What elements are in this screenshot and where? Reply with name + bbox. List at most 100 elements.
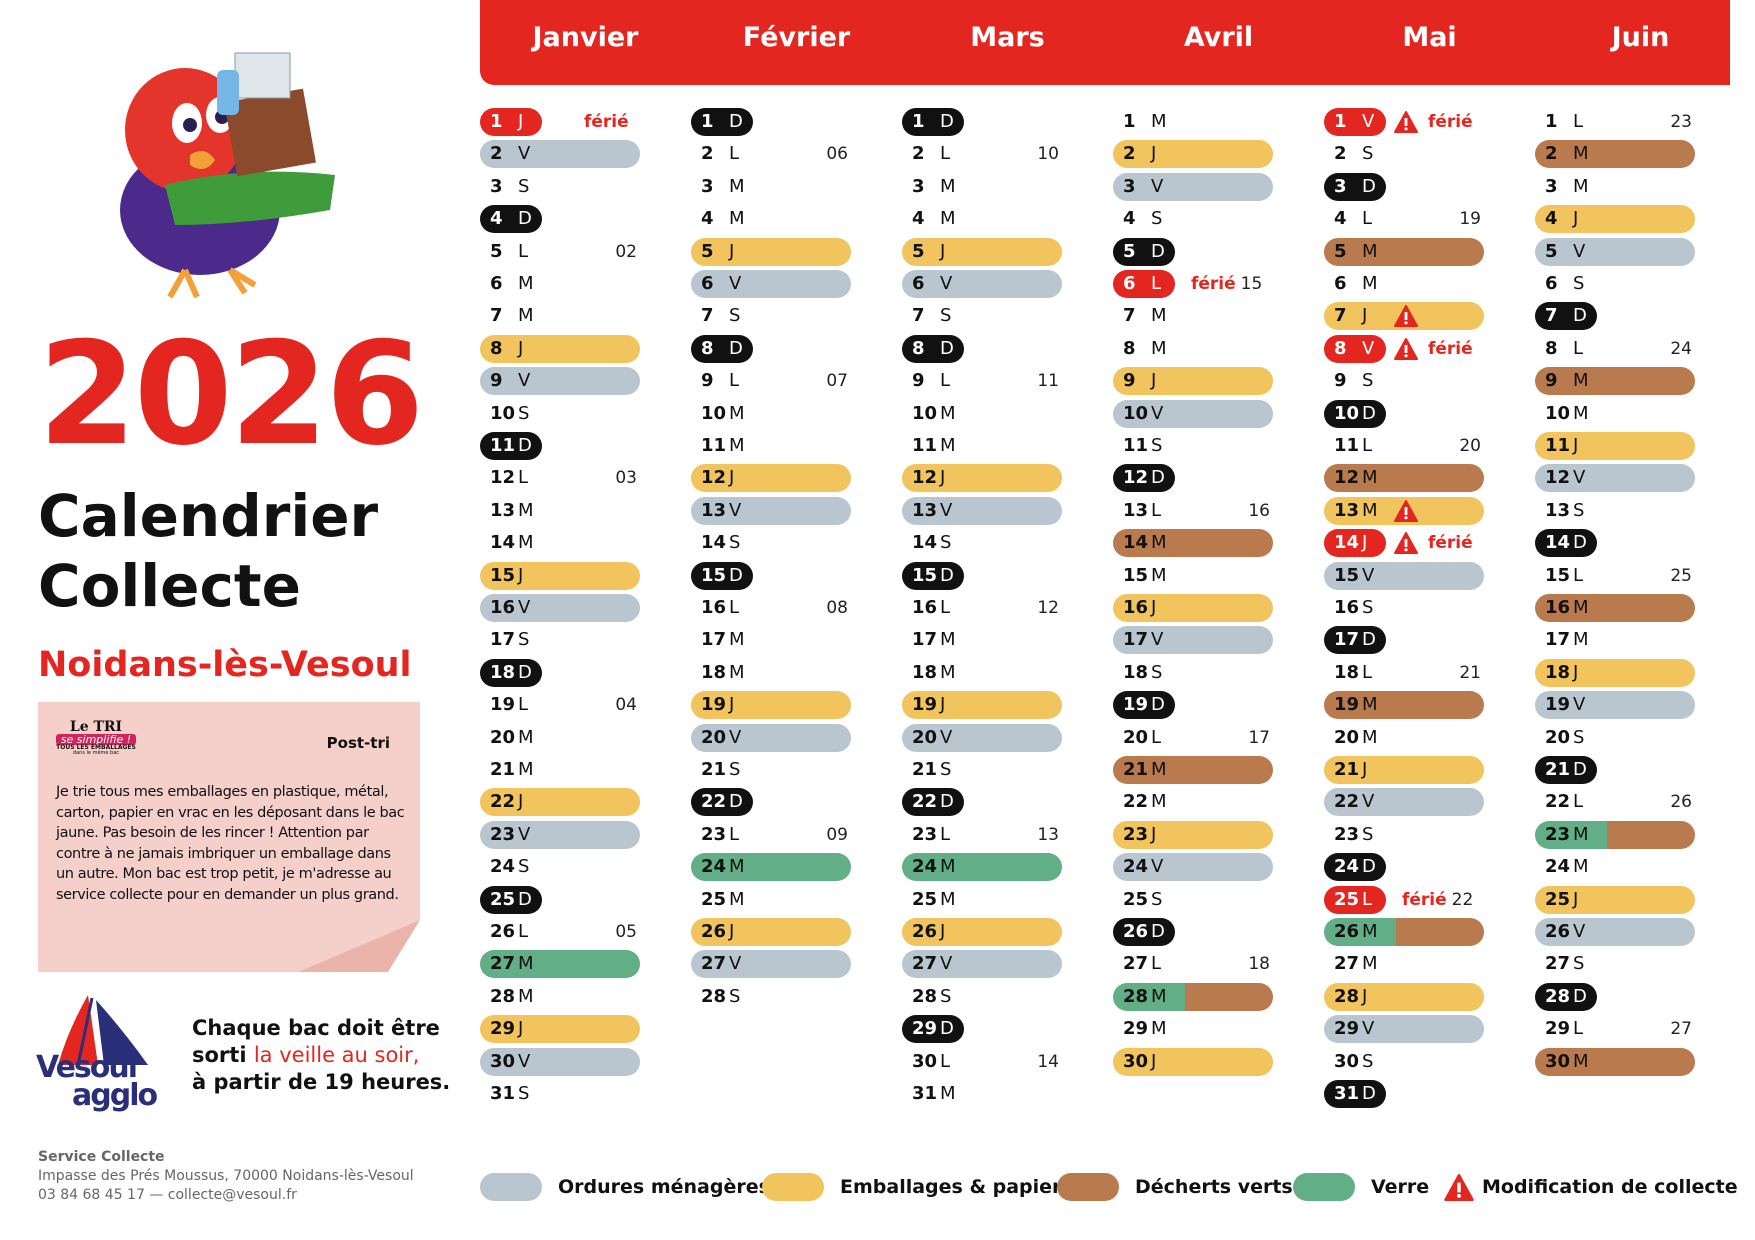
- day-number: 19: [912, 694, 938, 716]
- day-pill: [902, 496, 1062, 525]
- day-letter: M: [729, 402, 745, 424]
- day-row: 12 J: [902, 464, 1113, 493]
- day-pill: [480, 108, 542, 136]
- day-number: 12: [1123, 467, 1149, 489]
- holiday-label: férié: [1428, 533, 1473, 554]
- day-row: 19 M: [1324, 691, 1535, 720]
- day-row: 15 J: [480, 561, 691, 590]
- day-row: 26 V: [1535, 918, 1746, 946]
- week-number: 13: [1037, 824, 1059, 845]
- week-number: 26: [1670, 792, 1692, 813]
- day-number: 3: [1123, 175, 1136, 197]
- day-number: 3: [1334, 175, 1347, 197]
- day-pill: [1324, 302, 1484, 331]
- day-letter: L: [1151, 499, 1162, 521]
- day-pill: [1324, 626, 1386, 655]
- legend-label: Modification de collecte: [1482, 1176, 1738, 1198]
- day-pill: [1324, 885, 1386, 914]
- day-letter: J: [1362, 759, 1368, 780]
- day-number: 7: [1123, 305, 1136, 327]
- day-number: 1: [1123, 111, 1136, 132]
- day-letter: J: [729, 467, 735, 489]
- day-letter: S: [1151, 661, 1163, 683]
- day-letter: D: [1573, 532, 1587, 554]
- day-row: 16 M: [1535, 594, 1746, 622]
- day-letter: M: [1573, 370, 1589, 392]
- day-letter: L: [1362, 661, 1373, 683]
- day-letter: S: [518, 629, 530, 651]
- day-row: 24 M: [902, 853, 1113, 882]
- day-number: 1: [1545, 111, 1558, 132]
- day-row: 10 M: [691, 400, 902, 428]
- day-row: 26 L 05: [480, 918, 691, 946]
- day-letter: L: [1151, 726, 1162, 748]
- day-pill: [1535, 982, 1597, 1011]
- day-row: 15 M: [1113, 562, 1324, 590]
- day-letter: M: [729, 856, 745, 878]
- day-pill: [1324, 918, 1484, 946]
- day-number: 26: [912, 921, 938, 942]
- day-number: 8: [1123, 337, 1136, 359]
- day-letter: M: [940, 661, 956, 683]
- legend-swatch: [1057, 1173, 1119, 1201]
- day-letter: D: [729, 337, 743, 359]
- day-letter: M: [940, 175, 956, 197]
- day-pill: [691, 496, 851, 525]
- day-number: 25: [1334, 888, 1360, 910]
- day-number: 29: [1334, 1018, 1360, 1040]
- day-letter: M: [729, 888, 745, 910]
- day-row: 14 S: [902, 529, 1113, 557]
- day-letter: M: [1573, 402, 1589, 424]
- day-letter: D: [729, 111, 743, 132]
- day-pill: [1535, 237, 1695, 266]
- day-letter: V: [1151, 175, 1164, 197]
- day-row: 24 M: [1535, 853, 1746, 881]
- day-number: 19: [1334, 694, 1360, 716]
- day-pill: [1113, 399, 1273, 428]
- day-letter: V: [940, 499, 953, 521]
- logo-text: se simplifie !: [56, 734, 136, 745]
- day-pill: [1113, 756, 1273, 784]
- day-letter: J: [1362, 985, 1368, 1007]
- day-letter: V: [518, 1050, 531, 1072]
- day-letter: D: [729, 564, 743, 586]
- day-row: 28 M: [1113, 982, 1324, 1011]
- day-letter: M: [1362, 694, 1378, 716]
- day-number: 9: [1334, 370, 1347, 392]
- day-number: 2: [701, 143, 714, 165]
- legend-swatch: [480, 1173, 542, 1201]
- day-number: 7: [490, 305, 503, 327]
- day-pill: [1324, 691, 1484, 720]
- day-row: 21 J: [1324, 756, 1535, 784]
- day-row: 18 S: [1113, 659, 1324, 687]
- legend-label: Décherts verts: [1135, 1176, 1293, 1198]
- day-letter: S: [1362, 823, 1374, 845]
- week-number: 20: [1459, 436, 1481, 456]
- day-number: 22: [701, 791, 727, 813]
- day-row: 27 S: [1535, 950, 1746, 978]
- day-letter: S: [940, 985, 952, 1007]
- day-row: 19 L 04: [480, 691, 691, 719]
- day-letter: S: [1151, 208, 1163, 230]
- day-pill: [902, 334, 964, 363]
- day-pill: [691, 108, 753, 136]
- day-row: 16 J: [1113, 594, 1324, 622]
- day-row: 17 D: [1324, 626, 1535, 655]
- day-row: 21 D: [1535, 756, 1746, 784]
- day-number: 8: [1545, 337, 1558, 359]
- day-pill: [1324, 1080, 1386, 1108]
- day-pill: [480, 432, 542, 460]
- day-row: 17 M: [691, 626, 902, 654]
- day-row: 20 M: [480, 724, 691, 752]
- day-letter: M: [518, 726, 534, 748]
- day-number: 24: [701, 856, 727, 878]
- legend-icon-wrap: [1442, 1172, 1476, 1202]
- day-number: 22: [1123, 791, 1149, 813]
- legend-item: Décherts verts: [1057, 1172, 1293, 1202]
